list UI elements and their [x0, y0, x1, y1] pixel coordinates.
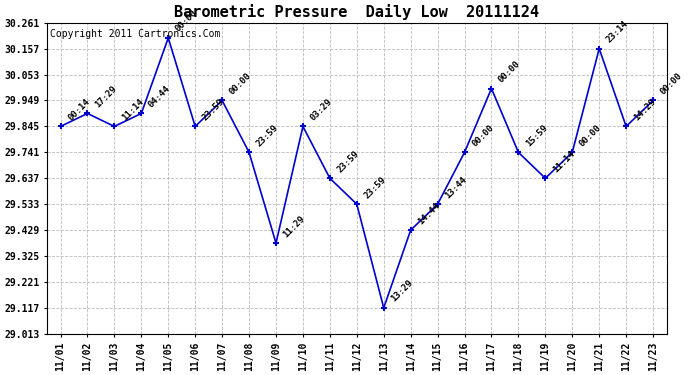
- Text: 00:00: 00:00: [659, 71, 684, 96]
- Text: 17:29: 17:29: [93, 84, 119, 109]
- Text: 00:00: 00:00: [578, 123, 603, 148]
- Text: 11:14: 11:14: [120, 97, 146, 122]
- Text: 14:44: 14:44: [416, 201, 442, 226]
- Text: 04:44: 04:44: [147, 84, 172, 109]
- Text: 00:00: 00:00: [174, 8, 199, 34]
- Text: 23:59: 23:59: [335, 149, 361, 174]
- Text: 11:29: 11:29: [282, 213, 307, 239]
- Text: 23:14: 23:14: [604, 19, 630, 45]
- Text: 00:14: 00:14: [66, 97, 92, 122]
- Text: 13:29: 13:29: [389, 278, 415, 304]
- Text: 00:00: 00:00: [497, 59, 522, 84]
- Text: 23:59: 23:59: [362, 175, 388, 200]
- Text: Copyright 2011 Cartronics.Com: Copyright 2011 Cartronics.Com: [50, 29, 221, 39]
- Title: Barometric Pressure  Daily Low  20111124: Barometric Pressure Daily Low 20111124: [175, 4, 540, 20]
- Text: 00:00: 00:00: [228, 71, 253, 96]
- Text: 15:59: 15:59: [524, 123, 549, 148]
- Text: 23:59: 23:59: [255, 123, 280, 148]
- Text: 00:00: 00:00: [470, 123, 495, 148]
- Text: 11:14: 11:14: [551, 149, 576, 174]
- Text: 14:29: 14:29: [631, 97, 657, 122]
- Text: 23:59: 23:59: [201, 97, 226, 122]
- Text: 03:29: 03:29: [308, 97, 334, 122]
- Text: 13:44: 13:44: [443, 175, 469, 200]
